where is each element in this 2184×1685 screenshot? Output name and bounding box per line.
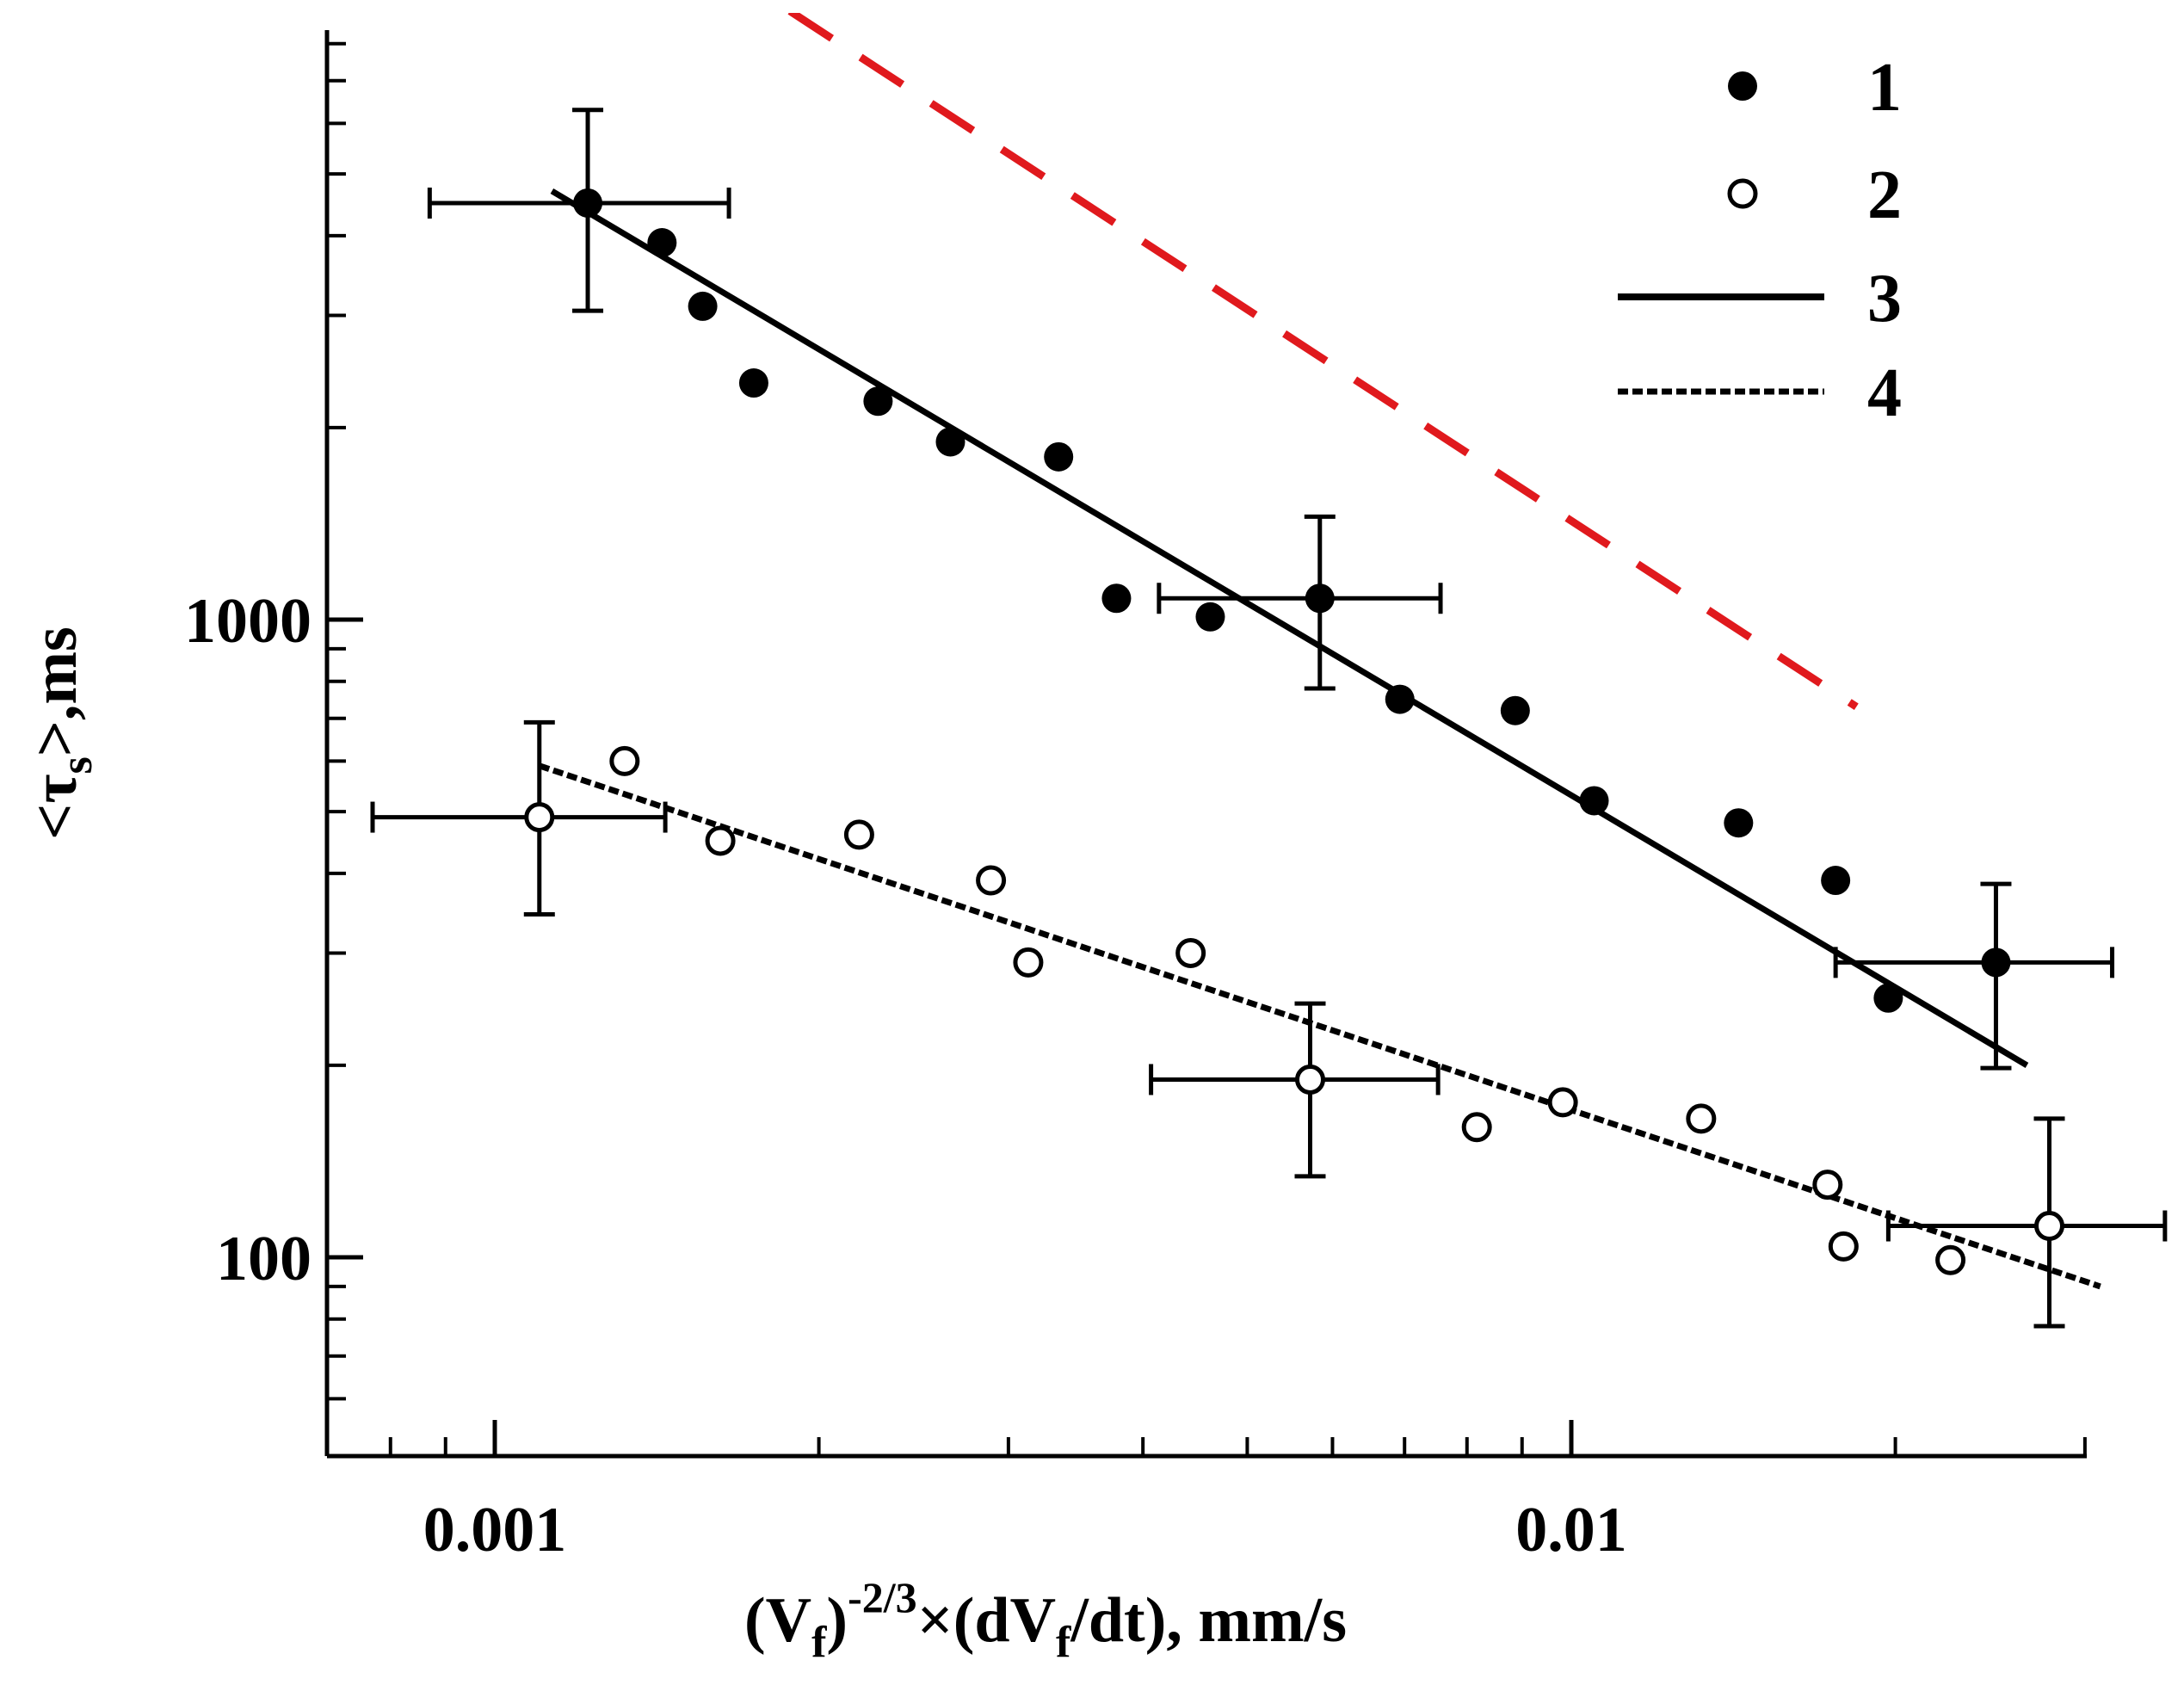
series-line-reference [787,13,1859,711]
y-tick-label: 1000 [184,586,312,657]
y-axis-title-sub: s [52,756,102,774]
data-point-series-2 [2034,1211,2064,1242]
series-line-4 [538,762,2101,1290]
data-point-series-1 [935,427,966,457]
data-point-series-2 [1828,1231,1859,1262]
legend-label-4: 4 [1867,355,1902,431]
data-point-series-1 [1724,808,1754,838]
data-point-series-2 [705,825,736,856]
data-point-series-1 [1579,786,1609,816]
data-point-series-1 [1385,684,1415,714]
fit-lines [538,13,2101,1290]
data-point-series-2 [976,865,1007,896]
data-point-series-2 [1686,1103,1717,1134]
series-line-3 [550,188,2029,1068]
axis-ticks [327,41,2087,1456]
legend: 1 2 3 4 [1618,50,1902,431]
x-axis-title-sub: f [1056,1618,1071,1667]
x-axis-title-sup: -2/3 [848,1573,917,1621]
data-point-series-1 [1101,583,1132,614]
data-point-series-2 [609,745,640,776]
data-point-series-2 [524,802,555,833]
data-point-series-1 [573,188,603,218]
data-point-series-2 [843,819,874,850]
x-axis-title: (Vf)-2/3×(dVf/dt), mm/s [744,1573,1347,1667]
error-bars [370,108,2168,1329]
y-axis-title-part: <τ [20,775,90,840]
y-tick-label: 100 [216,1224,312,1294]
y-axis-title: <τs>,ms [20,626,102,840]
data-point-series-2 [1295,1064,1326,1095]
data-point-series-1 [738,368,768,398]
data-point-series-1 [1305,583,1335,614]
x-axis-title-part: /dt), mm/s [1070,1585,1347,1656]
data-point-series-1 [1195,602,1225,632]
x-axis-title-part: ) [826,1585,848,1656]
data-point-series-2 [1013,947,1044,978]
data-point-series-1 [1981,947,2011,978]
x-tick-label: 0.001 [423,1495,567,1565]
data-point-series-2 [1935,1244,1966,1275]
legend-symbol-1 [1728,71,1757,101]
tick-labels: 0.001 0.01 100 1000 [184,586,1627,1565]
data-point-series-1 [1044,441,1074,472]
legend-symbol-2 [1727,178,1758,209]
plot-frame [324,30,2087,1459]
data-point-series-2 [1812,1170,1843,1200]
data-point-series-2 [1175,937,1206,968]
x-axis-title-part: (V [744,1585,811,1656]
legend-label-3: 3 [1867,261,1902,336]
x-axis-title-part: ×(dV [917,1585,1056,1656]
legend-label-2: 2 [1867,157,1902,233]
x-tick-label: 0.01 [1515,1495,1627,1565]
data-point-series-2 [1547,1087,1578,1118]
x-axis-title-sub: f [811,1618,827,1667]
y-axis-title-part: >,ms [20,626,90,756]
legend-label-1: 1 [1867,50,1902,126]
data-point-series-2 [1461,1112,1492,1143]
data-point-series-1 [863,386,893,417]
data-point-series-1 [688,291,718,321]
data-point-series-1 [647,228,677,258]
data-point-series-1 [1873,983,1903,1013]
data-point-series-1 [1500,695,1530,725]
data-points [524,188,2064,1275]
data-point-series-1 [1821,866,1851,896]
